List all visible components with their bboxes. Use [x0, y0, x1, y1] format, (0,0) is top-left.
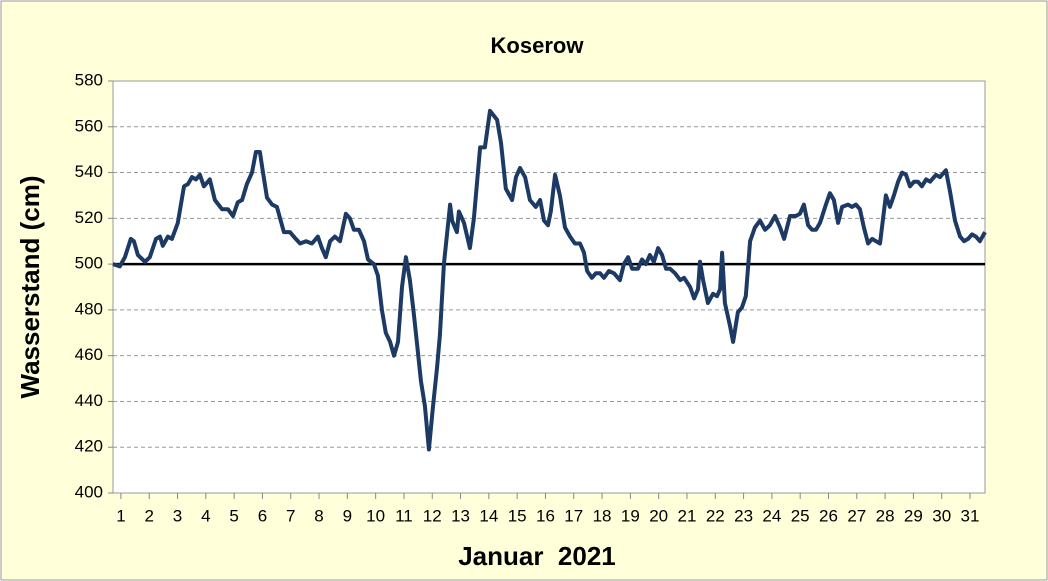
x-tick-label: 25 — [791, 506, 810, 525]
x-tick-label: 21 — [678, 506, 697, 525]
y-tick-label: 520 — [75, 208, 103, 227]
y-axis-label: Wasserstand (cm) — [15, 176, 45, 399]
x-tick-label: 23 — [734, 506, 753, 525]
x-tick-label: 11 — [395, 506, 413, 525]
y-tick-label: 560 — [75, 116, 103, 135]
x-tick-label: 31 — [961, 506, 980, 525]
y-tick-label: 460 — [75, 345, 103, 364]
x-tick-label: 27 — [847, 506, 866, 525]
x-tick-label: 20 — [649, 506, 668, 525]
x-tick-label: 28 — [876, 506, 895, 525]
x-tick-label: 8 — [314, 506, 323, 525]
x-tick-label: 5 — [229, 506, 238, 525]
x-axis-label: Januar 2021 — [458, 541, 616, 571]
x-tick-label: 15 — [508, 506, 527, 525]
x-tick-label: 26 — [819, 506, 838, 525]
plot-area — [112, 80, 986, 494]
y-tick-label: 400 — [75, 482, 103, 501]
chart-title: Koserow — [491, 33, 585, 58]
x-tick-label: 3 — [173, 506, 182, 525]
x-tick-label: 30 — [932, 506, 951, 525]
x-tick-label: 29 — [904, 506, 923, 525]
y-tick-label: 440 — [75, 391, 103, 410]
x-tick-label: 13 — [451, 506, 470, 525]
x-tick-label: 18 — [593, 506, 612, 525]
x-tick-label: 2 — [144, 506, 153, 525]
x-tick-label: 19 — [621, 506, 640, 525]
y-tick-label: 500 — [75, 254, 103, 273]
y-tick-label: 540 — [75, 162, 103, 181]
x-tick-label: 14 — [479, 506, 498, 525]
data-line — [112, 108, 987, 452]
y-tick-label: 420 — [75, 437, 103, 456]
x-tick-label: 10 — [366, 506, 385, 525]
x-tick-label: 9 — [343, 506, 352, 525]
y-tick-label: 480 — [75, 299, 103, 318]
x-tick-label: 7 — [286, 506, 295, 525]
x-tick-label: 12 — [423, 506, 442, 525]
x-tick-label: 4 — [201, 506, 210, 525]
x-tick-label: 1 — [116, 506, 125, 525]
x-tick-label: 17 — [564, 506, 583, 525]
x-tick-label: 16 — [536, 506, 555, 525]
x-tick-label: 22 — [706, 506, 725, 525]
x-tick-label: 6 — [258, 506, 267, 525]
y-tick-label: 580 — [75, 70, 103, 89]
x-tick-label: 24 — [762, 506, 781, 525]
